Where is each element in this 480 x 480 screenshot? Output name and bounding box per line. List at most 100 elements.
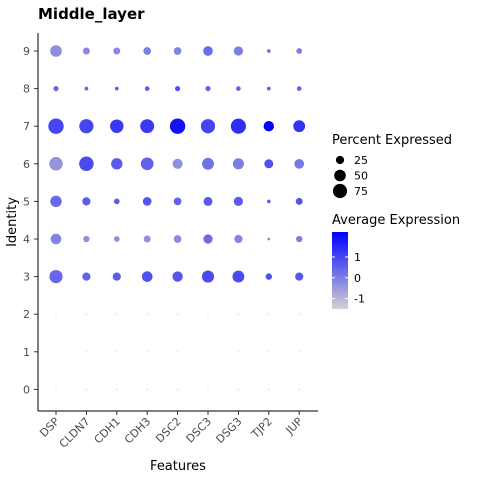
dot-CDH1-identity-1 xyxy=(116,351,118,353)
size-legend-dot-25 xyxy=(335,155,345,165)
dot-CLDN7-identity-7 xyxy=(79,119,94,134)
dot-DSG3-identity-0 xyxy=(237,388,239,390)
dot-DSC2-identity-1 xyxy=(177,351,179,353)
dot-TJP2-identity-6 xyxy=(264,159,274,169)
y-tick-label-7: 7 xyxy=(23,120,30,133)
color-legend-bar xyxy=(332,232,348,309)
dot-CDH3-identity-4 xyxy=(143,235,151,243)
size-legend-label-50: 50 xyxy=(354,170,368,183)
dot-CDH3-identity-7 xyxy=(140,119,155,134)
dot-DSG3-identity-7 xyxy=(230,118,246,134)
dot-CDH1-identity-2 xyxy=(116,313,118,315)
dot-DSC2-identity-6 xyxy=(172,158,183,169)
x-tick-label-DSP: DSP xyxy=(37,415,62,440)
dot-CDH3-identity-5 xyxy=(142,197,152,206)
x-tick-label-CDH3: CDH3 xyxy=(122,415,153,446)
dot-CDH1-identity-3 xyxy=(112,272,121,281)
x-axis-title: Features xyxy=(150,459,206,474)
dot-CDH1-identity-4 xyxy=(113,236,120,242)
y-tick-label-5: 5 xyxy=(23,195,30,208)
dot-JUP-identity-9 xyxy=(296,48,303,54)
dot-DSC3-identity-7 xyxy=(200,119,216,134)
dot-DSG3-identity-4 xyxy=(234,234,243,244)
size-legend-label-25: 25 xyxy=(354,154,368,167)
dot-DSC3-identity-0 xyxy=(207,388,209,390)
dot-CLDN7-identity-2 xyxy=(85,313,87,315)
y-tick-label-3: 3 xyxy=(23,271,30,284)
dot-CDH3-identity-1 xyxy=(146,351,148,353)
dot-TJP2-identity-4 xyxy=(267,237,271,241)
y-tick-label-2: 2 xyxy=(23,308,30,321)
dot-DSC3-identity-6 xyxy=(202,157,214,170)
color-legend-label-0: 0 xyxy=(354,272,361,285)
x-tick-label-DSC2: DSC2 xyxy=(153,415,184,446)
dot-DSG3-identity-5 xyxy=(233,196,244,207)
dot-DSC2-identity-3 xyxy=(172,271,183,282)
size-legend: Percent Expressed 25 50 75 xyxy=(332,133,452,199)
dot-DSC3-identity-9 xyxy=(203,46,213,56)
y-tick-label-4: 4 xyxy=(23,233,30,246)
dot-JUP-identity-1 xyxy=(298,351,300,353)
dot-DSG3-identity-3 xyxy=(232,270,245,283)
x-tick-label-DSC3: DSC3 xyxy=(184,415,215,446)
dot-DSC2-identity-5 xyxy=(173,197,182,206)
color-legend-label-1: 1 xyxy=(354,251,361,264)
dot-DSP-identity-4 xyxy=(50,233,62,245)
y-tick-label-1: 1 xyxy=(23,346,30,359)
size-legend-label-75: 75 xyxy=(354,185,368,198)
dot-DSC3-identity-2 xyxy=(207,313,209,315)
chart-title: Middle_layer xyxy=(38,5,145,23)
size-legend-dot-75 xyxy=(332,183,348,199)
dot-CDH3-identity-6 xyxy=(140,157,154,171)
dot-DSC2-identity-9 xyxy=(173,47,182,55)
x-tick-label-DSG3: DSG3 xyxy=(213,415,244,446)
dot-DSP-identity-2 xyxy=(55,313,57,315)
dot-TJP2-identity-7 xyxy=(263,121,274,132)
dot-DSC2-identity-0 xyxy=(177,388,179,390)
dot-CLDN7-identity-9 xyxy=(82,47,90,55)
y-axis-ticks: 0 1 2 3 4 5 6 7 8 9 xyxy=(23,45,38,396)
dot-DSP-identity-8 xyxy=(53,86,59,92)
dot-TJP2-identity-9 xyxy=(266,49,271,53)
dot-DSC3-identity-8 xyxy=(205,86,211,92)
dot-TJP2-identity-1 xyxy=(268,351,270,353)
dot-CDH1-identity-6 xyxy=(111,158,123,170)
dot-CLDN7-identity-0 xyxy=(85,388,87,390)
dot-JUP-identity-2 xyxy=(298,313,300,315)
x-tick-label-TJP2: TJP2 xyxy=(248,415,275,442)
y-axis-title: Identity xyxy=(5,197,20,247)
dot-TJP2-identity-8 xyxy=(266,86,271,91)
color-legend-label--1: -1 xyxy=(354,293,365,306)
dot-CDH3-identity-9 xyxy=(143,47,152,55)
dot-CLDN7-identity-3 xyxy=(82,272,91,281)
dot-TJP2-identity-3 xyxy=(265,273,272,280)
dot-DSC3-identity-1 xyxy=(207,351,209,353)
size-legend-title: Percent Expressed xyxy=(332,133,452,148)
dot-DSG3-identity-1 xyxy=(237,351,239,353)
dot-DSC2-identity-8 xyxy=(175,86,181,92)
y-tick-label-6: 6 xyxy=(23,158,30,171)
dot-CLDN7-identity-6 xyxy=(79,156,94,172)
dot-DSC2-identity-4 xyxy=(173,235,182,243)
y-tick-label-8: 8 xyxy=(23,83,30,96)
dot-DSC3-identity-5 xyxy=(203,196,213,206)
dot-DSC3-identity-4 xyxy=(203,234,213,244)
dot-JUP-identity-8 xyxy=(296,86,302,91)
dot-CDH1-identity-7 xyxy=(110,119,124,133)
color-legend-title: Average Expression xyxy=(332,213,460,228)
y-tick-label-9: 9 xyxy=(23,45,30,58)
x-tick-label-CDH1: CDH1 xyxy=(92,415,123,446)
y-tick-label-0: 0 xyxy=(23,383,30,396)
dot-DSP-identity-1 xyxy=(55,351,57,353)
dot-DSP-identity-3 xyxy=(49,269,63,284)
size-legend-dot-50 xyxy=(334,169,346,182)
dot-TJP2-identity-2 xyxy=(268,313,270,315)
dot-DSP-identity-6 xyxy=(49,157,63,171)
dot-JUP-identity-3 xyxy=(295,272,304,281)
dot-DSC2-identity-7 xyxy=(169,118,186,134)
dot-CDH1-identity-0 xyxy=(116,388,118,390)
dot-JUP-identity-6 xyxy=(294,158,305,169)
dot-DSG3-identity-2 xyxy=(237,313,239,315)
dot-DSP-identity-5 xyxy=(50,195,62,208)
